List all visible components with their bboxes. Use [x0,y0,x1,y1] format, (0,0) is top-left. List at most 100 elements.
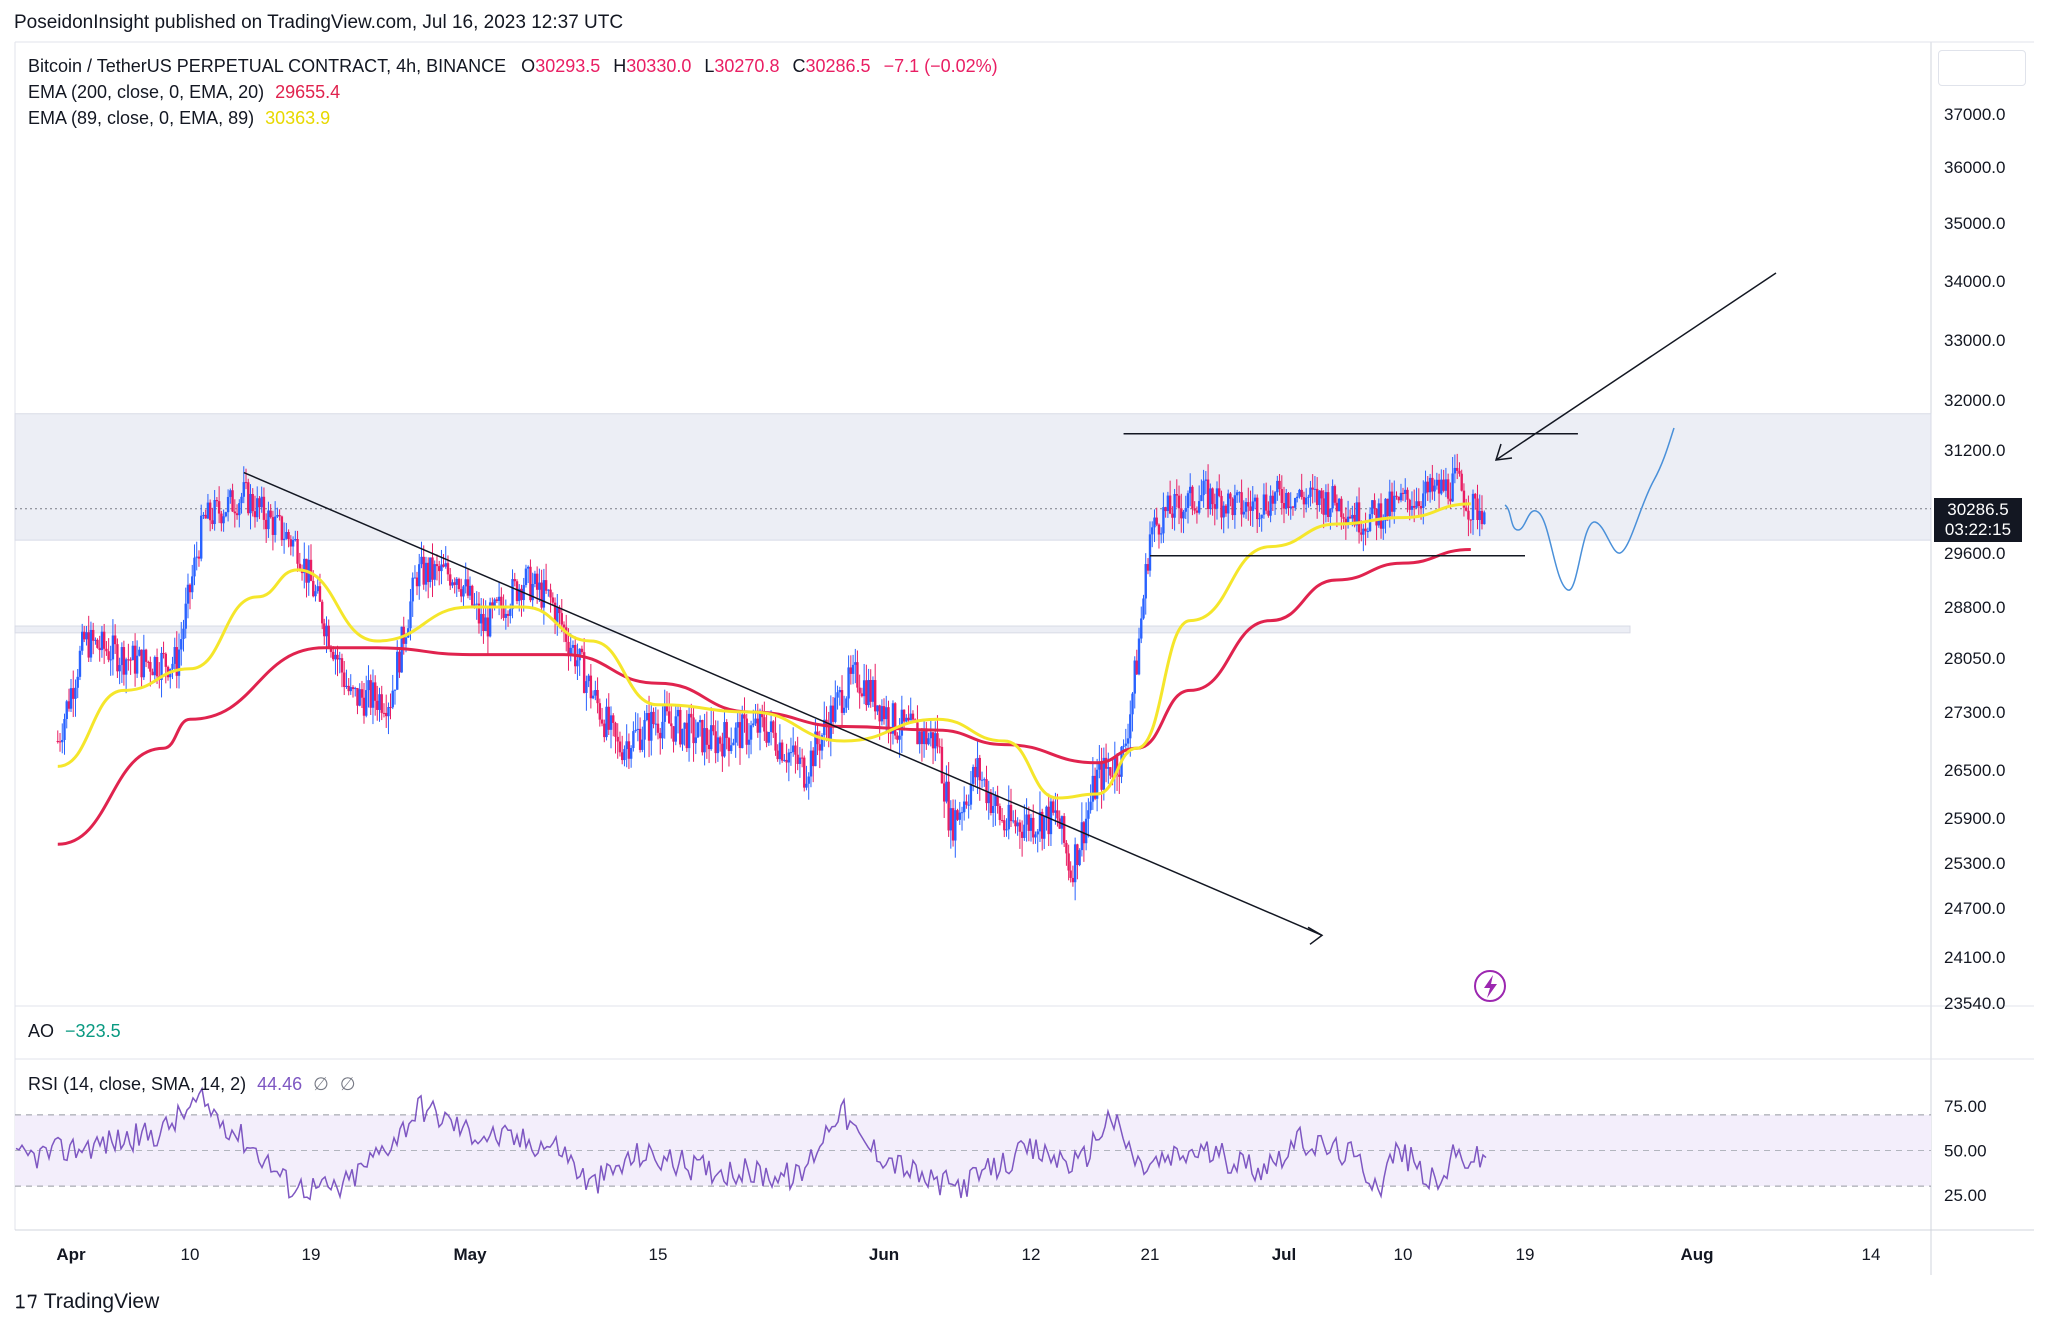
candle-body [834,697,837,722]
candle-body [1186,493,1190,509]
candle-body [927,738,930,745]
candle-body [976,757,979,778]
candle-body [1012,820,1015,822]
candle-body [147,661,150,663]
candle-body [1060,816,1064,829]
candle-body [949,808,953,831]
candle-body [1191,486,1194,509]
candle-body [1371,500,1374,515]
candle-body [829,705,833,740]
candle-body [215,500,219,502]
candle-body [1200,495,1203,502]
candle-body [1302,497,1306,505]
candle-body [1311,487,1314,490]
candle-body [1300,489,1303,498]
candle-body [422,556,425,585]
candle-body [289,539,293,547]
candle-body [1058,818,1061,829]
candle-body [442,564,445,567]
candle-body [371,682,375,708]
rsi-tick-label: 50.00 [1944,1142,1987,1161]
candle-body [538,582,541,590]
candle-body [91,629,95,641]
candle-body [585,681,588,693]
candle-body [823,719,826,736]
candle-body [1164,507,1167,512]
candle-body [1442,479,1445,491]
candle-body [385,712,388,717]
price-tick-label: 37000.0 [1944,105,2005,124]
candle-body [1155,517,1158,525]
candle-body [947,781,950,831]
candle-body [396,651,399,690]
candle-body [605,706,608,738]
candle-body [1003,820,1006,831]
candle-body [1435,479,1439,486]
candle-body [542,580,546,608]
candle-body [415,577,419,587]
candle-body [367,680,370,691]
candle-body [980,779,984,781]
candle-body [896,735,899,740]
tradingview-footer[interactable]: 𝟷𝟽 TradingView [14,1290,159,1314]
candle-body [462,586,465,597]
candle-body [1095,769,1099,799]
candle-body [226,496,230,513]
candle-body [380,694,383,713]
candle-body [647,713,651,741]
candle-body [867,679,870,706]
candle-body [200,515,203,559]
ema200-legend[interactable]: EMA (200, close, 0, EMA, 20) 29655.4 [28,82,340,103]
top-right-box[interactable] [1938,50,2026,86]
candle-body [690,713,693,718]
candle-body [1262,494,1266,515]
candle-body [149,662,152,672]
candle-body [65,701,68,719]
candle-body [898,735,901,740]
candle-body [920,731,924,745]
candle-body [1206,479,1210,510]
candle-body [424,562,428,585]
flash-icon[interactable] [1474,970,1506,1002]
ao-legend[interactable]: AO −323.5 [28,1021,121,1042]
candle-body [1249,506,1252,511]
ema89-legend[interactable]: EMA (89, close, 0, EMA, 89) 30363.9 [28,108,330,129]
candle-body [858,687,861,694]
candle-body [433,564,436,580]
candle-body [1258,518,1261,520]
candle-body [971,766,975,784]
candle-body [374,682,377,701]
candle-body [1395,495,1398,497]
candle-body [800,757,804,759]
candle-body [609,715,613,730]
candle-body [195,556,198,558]
candle-body [661,721,664,739]
candle-body [493,599,496,607]
candle-body [520,588,523,601]
candle-body [1379,503,1383,529]
candle-body [549,589,552,598]
candle-body [1331,486,1334,509]
candle-body [63,718,66,740]
candle-body [98,647,101,651]
candle-body [847,667,850,699]
candle-body [1366,531,1370,533]
candle-body [387,707,390,717]
candle-body [791,745,795,753]
candle-body [1333,486,1337,503]
rsi-legend[interactable]: RSI (14, close, SMA, 14, 2) 44.46 ∅ ∅ [28,1074,356,1095]
candle-body [291,539,295,547]
candle-body [798,757,802,764]
candle-body [756,718,759,733]
candle-body [233,511,237,514]
candle-body [876,705,879,712]
candle-body [873,680,877,712]
candle-body [1195,510,1199,513]
candle-body [741,714,744,749]
candle-body [620,752,624,761]
candle-body [418,564,421,587]
candle-body [429,557,432,583]
candle-body [340,658,344,673]
candle-body [500,596,503,608]
